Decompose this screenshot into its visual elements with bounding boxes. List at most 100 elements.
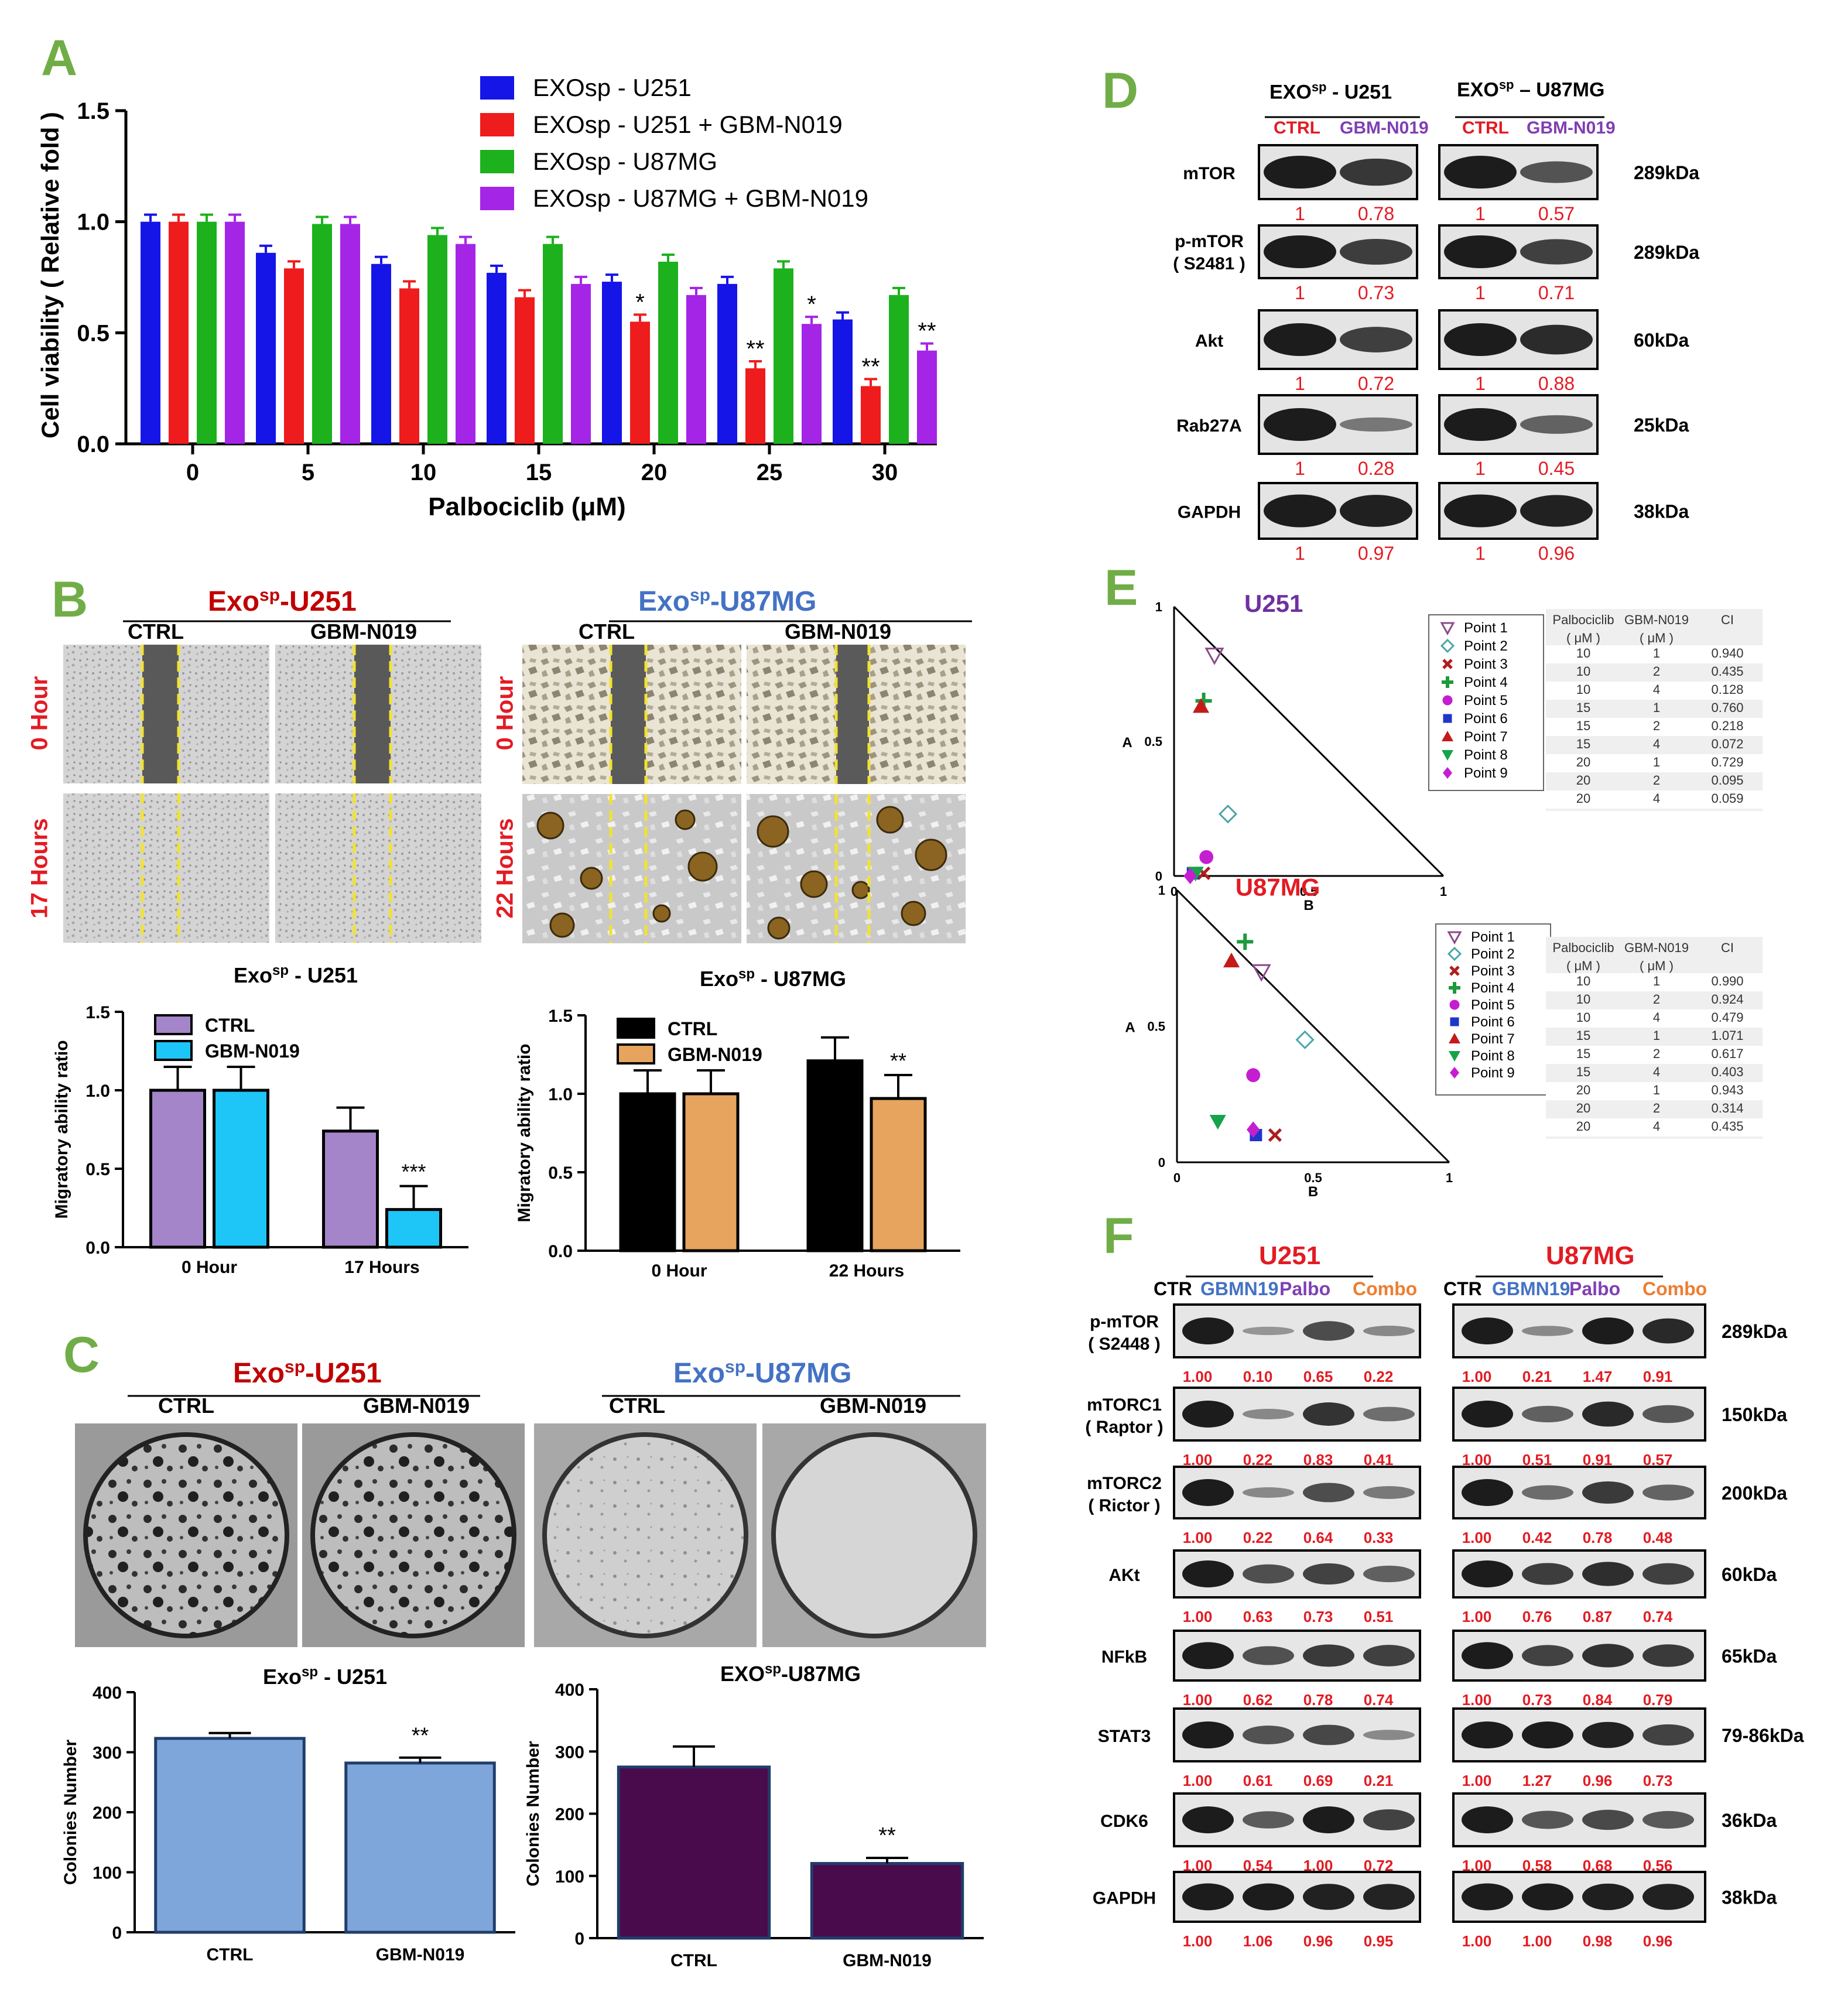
c-bar [617, 1765, 771, 1940]
d-band [1264, 235, 1336, 268]
c-x-tick-label: CTRL [207, 1945, 254, 1964]
panel-b-u87mg-gbm-label: GBM-N019 [785, 619, 892, 644]
e-x-tick-label: 0 [1171, 884, 1178, 899]
f-kda: 65kDa [1722, 1646, 1777, 1667]
panel-b-u251-gbm-label: GBM-N019 [310, 619, 418, 644]
f-lane-label: GBMN19 [1200, 1278, 1278, 1299]
e-additivity-line [1173, 605, 1445, 877]
e-legend-label: Point 5 [1471, 997, 1515, 1013]
e-point [1443, 767, 1452, 779]
d-quant-value: 1 [1475, 282, 1486, 303]
e-legend-label: Point 2 [1471, 946, 1515, 962]
f-quant-value: 0.33 [1364, 1529, 1394, 1546]
b-y-tick-label: 1.5 [85, 1003, 110, 1022]
a-x-tick-label: 20 [641, 460, 668, 485]
d-band [1444, 408, 1517, 441]
f-band [1243, 1811, 1294, 1829]
b-legend-label: CTRL [205, 1015, 255, 1036]
e-table-cell: 0.218 [1711, 718, 1743, 733]
f-row-label: NFkB [1101, 1648, 1147, 1667]
d-band [1340, 158, 1412, 186]
a-legend-label: EXOsp - U87MG + GBM-N019 [533, 184, 868, 212]
a-legend-swatch [480, 76, 514, 100]
e-point [1450, 1017, 1459, 1026]
f-row-label: mTORC1 [1087, 1395, 1162, 1415]
e-table-cell: 10 [1576, 646, 1590, 660]
a-bar [141, 221, 160, 444]
f-band [1303, 1644, 1354, 1667]
f-band [1363, 1884, 1415, 1910]
f-band [1462, 1560, 1513, 1587]
b-significance: *** [401, 1160, 426, 1184]
b-bar [806, 1059, 864, 1252]
d-row-label: p-mTOR [1175, 232, 1244, 251]
c-y-tick-label: 0 [112, 1923, 122, 1943]
f-row-label: mTORC2 [1087, 1474, 1162, 1493]
panel-c-u87mg-ctrl-label: CTRL [609, 1394, 665, 1418]
c-significance: ** [412, 1723, 429, 1748]
d-quant-value: 0.28 [1358, 458, 1394, 479]
panel-b-u87mg-row0-label: 0 Hour [492, 676, 518, 751]
e-x-tick-label: 0.5 [1300, 884, 1318, 899]
e-table-stripe [1546, 790, 1763, 809]
f-quant-value: 0.10 [1243, 1368, 1273, 1385]
e-point [1268, 1128, 1282, 1142]
f-quant-value: 0.74 [1643, 1608, 1673, 1625]
f-band [1243, 1487, 1294, 1498]
e-table-cell: 0.314 [1711, 1101, 1743, 1115]
f-quant-value: 0.22 [1364, 1368, 1394, 1385]
e-y-tick-label: 0.5 [1144, 734, 1162, 749]
e-table-stripe [1546, 1009, 1763, 1028]
f-kda: 36kDa [1722, 1810, 1777, 1831]
e-table-stripe [1546, 973, 1763, 991]
e-table-header: Palbociclib [1552, 940, 1614, 955]
c-x-tick-label: CTRL [670, 1951, 717, 1970]
e-point [1447, 931, 1462, 945]
e-table-header-unit: ( μM ) [1566, 631, 1600, 645]
f-band [1303, 1806, 1354, 1833]
b-bar [870, 1097, 927, 1252]
c-y-tick-label: 200 [93, 1803, 122, 1823]
e-table-cell: 1 [1653, 1028, 1660, 1043]
e-point [1440, 622, 1455, 636]
f-lane-label: Palbo [1569, 1278, 1620, 1299]
a-bar [225, 221, 245, 444]
e-table-cell: 4 [1653, 1010, 1660, 1025]
e-table-cell: 1 [1653, 700, 1660, 715]
f-band [1462, 1883, 1513, 1911]
e-table-cell: 2 [1653, 664, 1660, 679]
e-table-stripe [1546, 1082, 1763, 1100]
d-band [1340, 417, 1412, 432]
e-point [1442, 676, 1453, 688]
e-table-cell: 0.128 [1711, 682, 1743, 697]
a-legend-swatch [480, 150, 514, 173]
e-point [1193, 698, 1209, 713]
f-band [1182, 1479, 1234, 1506]
e-legend-label: Point 3 [1464, 656, 1508, 672]
c-y-tick-label: 300 [93, 1744, 122, 1763]
f-band [1642, 1724, 1694, 1746]
a-bar [284, 268, 304, 444]
e-table-cell: 15 [1576, 700, 1590, 715]
f-band [1462, 1721, 1513, 1748]
c-y-tick-label: 0 [574, 1929, 584, 1949]
f-quant-value: 1.00 [1183, 1529, 1213, 1546]
f-quant-value: 1.00 [1462, 1608, 1492, 1625]
b-y-tick-label: 0.0 [548, 1242, 573, 1261]
e-table-cell: 15 [1576, 1028, 1590, 1043]
f-band [1462, 1317, 1513, 1344]
panel-c-u251-chart: 0 100 200 300 400 CTRL GBM-N019 ** Colonies Numb… [61, 1664, 515, 1964]
e-legend-label: Point 3 [1471, 963, 1515, 979]
f-quant-value: 1.00 [1462, 1932, 1492, 1950]
e-table-cell: 1.071 [1711, 1028, 1743, 1043]
f-quant-value: 0.51 [1364, 1608, 1394, 1625]
a-bar [515, 297, 535, 444]
panel-b-u251-title: Exosp-U251 [208, 586, 357, 617]
a-bar [487, 272, 507, 444]
f-band [1642, 1644, 1694, 1667]
f-band [1243, 1409, 1294, 1419]
d-quant-value: 0.73 [1358, 282, 1394, 303]
f-band [1522, 1326, 1573, 1336]
